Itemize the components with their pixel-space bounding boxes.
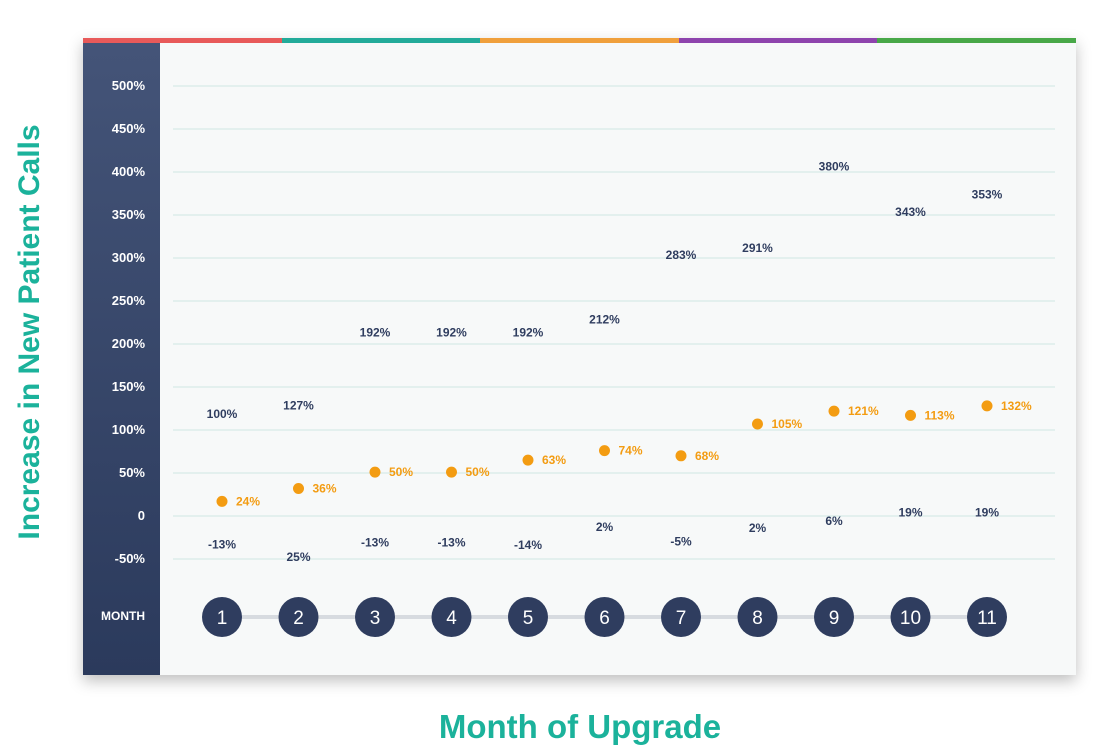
high-value-label: 192% bbox=[436, 325, 467, 339]
y-tick-label: 400% bbox=[111, 164, 145, 179]
high-value-label: 353% bbox=[972, 188, 1003, 202]
top-bar-segment bbox=[480, 38, 679, 43]
high-value-label: 380% bbox=[819, 159, 850, 173]
mid-point bbox=[522, 454, 534, 466]
mid-value-label: 63% bbox=[542, 453, 566, 467]
high-value-label: 192% bbox=[513, 325, 544, 339]
month-number: 7 bbox=[676, 608, 687, 629]
chart-plot: 100% -13% 24% 1 127% 25% 36% 2 192% -13% 50% 3 192% -… bbox=[173, 85, 1055, 637]
month-number: 1 bbox=[217, 608, 228, 629]
month-circle bbox=[737, 597, 778, 637]
y-tick-label: 200% bbox=[111, 336, 145, 351]
low-value-label: 25% bbox=[286, 550, 310, 564]
mid-value-label: 121% bbox=[848, 404, 879, 418]
x-axis-title: Month of Upgrade bbox=[438, 708, 722, 745]
month-circle bbox=[890, 597, 931, 637]
month-circle bbox=[278, 597, 319, 637]
y-tick-label: 0 bbox=[137, 508, 145, 523]
low-value-label: 6% bbox=[825, 514, 843, 528]
mid-value-label: 50% bbox=[389, 465, 413, 479]
mid-point bbox=[752, 418, 763, 430]
mid-point bbox=[981, 400, 993, 412]
high-value-label: 212% bbox=[589, 312, 620, 326]
top-bar-segment bbox=[83, 38, 282, 43]
y-tick-label: 50% bbox=[118, 465, 145, 480]
low-value-label: 2% bbox=[749, 521, 767, 535]
month-circle bbox=[814, 597, 854, 637]
low-value-label: -13% bbox=[361, 536, 389, 550]
month-circle bbox=[584, 597, 625, 637]
y-axis-sidebar: MONTH 500% 450% 400% 350% 300% 250% 200% 150% 10… bbox=[83, 43, 160, 675]
month-number: 9 bbox=[829, 608, 840, 629]
y-axis-title: Increase in New Patient Calls bbox=[13, 124, 46, 540]
mid-value-label: 36% bbox=[313, 481, 337, 495]
top-color-bar bbox=[83, 38, 1076, 43]
mid-value-label: 50% bbox=[466, 465, 490, 479]
chart-card: MONTH 500% 450% 400% 350% 300% 250% 200% 150% 10… bbox=[83, 38, 1076, 675]
y-axis-title-wrap: Increase in New Patient Calls bbox=[0, 40, 50, 620]
top-bar-segment bbox=[281, 38, 481, 43]
top-bar-segment bbox=[877, 38, 1076, 43]
low-value-label: 19% bbox=[898, 506, 922, 520]
mid-point bbox=[446, 466, 457, 478]
mid-point bbox=[828, 405, 840, 417]
month-circle bbox=[508, 597, 548, 637]
y-tick-label: 300% bbox=[111, 250, 145, 265]
top-bar-segment bbox=[678, 38, 878, 43]
month-number: 5 bbox=[523, 608, 534, 629]
month-axis-label: MONTH bbox=[101, 609, 145, 623]
high-value-label: 192% bbox=[360, 325, 391, 339]
y-tick-label: 100% bbox=[111, 422, 145, 437]
low-value-label: -5% bbox=[670, 535, 692, 549]
mid-value-label: 132% bbox=[1001, 399, 1032, 413]
high-value-label: 100% bbox=[207, 407, 238, 421]
y-tick-label: 500% bbox=[111, 78, 145, 93]
mid-value-label: 74% bbox=[619, 444, 643, 458]
month-number: 10 bbox=[900, 608, 921, 629]
mid-value-label: 113% bbox=[925, 408, 955, 422]
high-value-label: 291% bbox=[742, 241, 773, 255]
high-value-label: 127% bbox=[283, 398, 314, 412]
month-number: 6 bbox=[599, 608, 610, 629]
low-value-label: -13% bbox=[437, 536, 465, 550]
month-number: 4 bbox=[446, 608, 457, 629]
y-tick-label: -50% bbox=[114, 551, 145, 566]
month-number: 3 bbox=[370, 608, 381, 629]
month-circle bbox=[661, 597, 701, 637]
high-value-label: 283% bbox=[666, 248, 697, 262]
low-value-label: 2% bbox=[596, 520, 614, 534]
mid-value-label: 105% bbox=[772, 417, 803, 431]
month-number: 11 bbox=[977, 608, 997, 629]
mid-point bbox=[216, 495, 228, 507]
mid-point bbox=[905, 409, 916, 421]
mid-point bbox=[599, 445, 610, 457]
low-value-label: -14% bbox=[514, 538, 542, 552]
mid-value-label: 68% bbox=[695, 449, 719, 463]
y-tick-label: 250% bbox=[111, 293, 145, 308]
y-tick-label: 350% bbox=[111, 207, 145, 222]
mid-point bbox=[369, 466, 381, 478]
mid-point bbox=[293, 482, 304, 494]
month-circle bbox=[431, 597, 472, 637]
month-number: 8 bbox=[752, 608, 763, 629]
y-tick-label: 150% bbox=[111, 379, 145, 394]
month-circle bbox=[967, 597, 1007, 637]
month-circle bbox=[202, 597, 242, 637]
month-circle bbox=[355, 597, 395, 637]
mid-point bbox=[675, 450, 687, 462]
month-number: 2 bbox=[293, 608, 304, 629]
low-value-label: 19% bbox=[975, 506, 999, 520]
y-tick-label: 450% bbox=[111, 121, 145, 136]
high-value-label: 343% bbox=[895, 205, 926, 219]
mid-value-label: 24% bbox=[236, 494, 260, 508]
low-value-label: -13% bbox=[208, 537, 236, 551]
